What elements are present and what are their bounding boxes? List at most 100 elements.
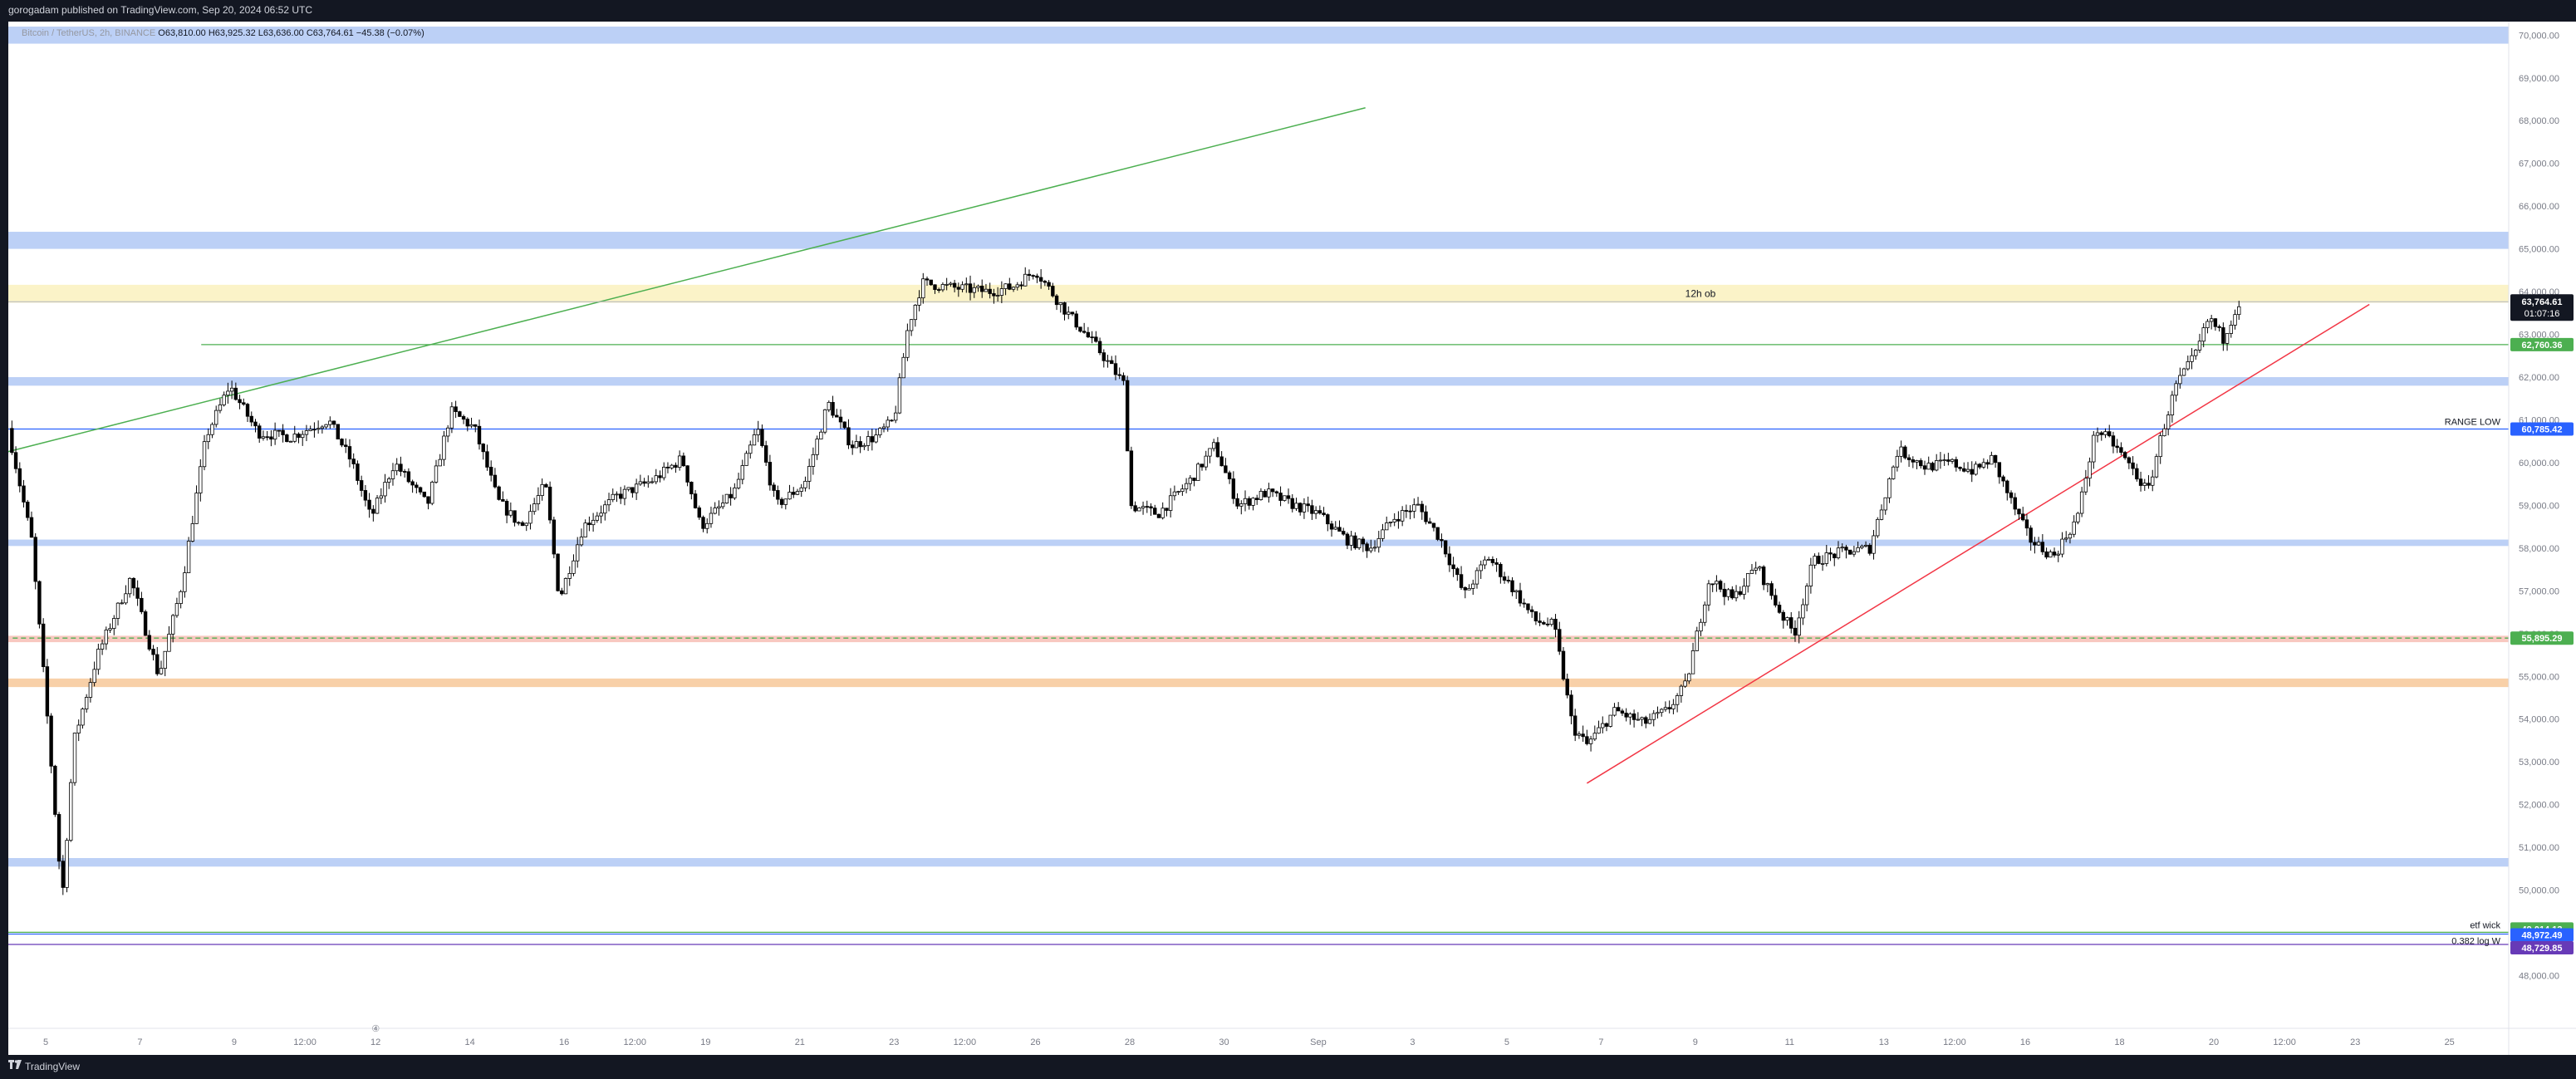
candle-body — [1813, 556, 1817, 566]
time-tick-label: 19 — [700, 1037, 710, 1047]
candle-body — [147, 635, 152, 650]
candle-body — [1172, 491, 1177, 497]
candle-body — [22, 485, 26, 503]
candle-body — [556, 553, 560, 591]
candle-body — [1872, 535, 1876, 554]
candle-body — [1424, 511, 1428, 522]
time-tick-label: 9 — [1693, 1037, 1698, 1047]
candle-body — [371, 508, 375, 514]
time-tick-label: 18 — [2114, 1037, 2124, 1047]
candle-body — [513, 510, 517, 523]
candle-body — [685, 465, 689, 483]
line-text-label: 0.382 log W — [2451, 936, 2500, 946]
candle-body — [1353, 535, 1357, 548]
candle-body — [591, 519, 596, 526]
candle-body — [328, 420, 332, 425]
candle-body — [1974, 463, 1978, 475]
candle-body — [563, 578, 568, 595]
candle-body — [1946, 459, 1950, 462]
candle-body — [445, 427, 450, 437]
candle-body — [1934, 460, 1939, 471]
lines-layer: RANGE LOW etf wick 0.382 log W — [0, 107, 2509, 946]
candle-body — [980, 286, 984, 292]
candle-body — [1224, 465, 1228, 473]
candle-body — [465, 419, 470, 427]
candle-body — [854, 441, 859, 449]
candle-body — [1746, 573, 1750, 587]
time-tick-label: 21 — [795, 1037, 805, 1047]
chart-area[interactable]: 12h ob RANGE LOW etf wick 0.382 log W 48,000… — [0, 22, 2576, 1055]
candle-body — [929, 279, 933, 286]
candle-body — [547, 486, 552, 521]
candle-body — [1180, 488, 1185, 493]
candle-body — [1153, 508, 1157, 515]
candle-body — [1950, 459, 1955, 462]
candle-body — [2056, 553, 2060, 556]
candle-body — [709, 513, 714, 524]
candle-body — [281, 429, 285, 435]
event-marker-icon: ④ — [371, 1024, 380, 1034]
candle-body — [1958, 467, 1962, 469]
chart-svg[interactable]: 12h ob RANGE LOW etf wick 0.382 log W 48,000… — [0, 22, 2576, 1055]
candle-body — [1247, 498, 1251, 506]
candle-body — [1526, 603, 1530, 611]
time-tick-label: 11 — [1785, 1037, 1794, 1047]
time-tick-label: 20 — [2209, 1037, 2219, 1047]
candle-body — [1278, 493, 1283, 501]
candle-body — [1867, 544, 1872, 554]
candle-body — [540, 483, 544, 497]
candle-body — [599, 513, 603, 517]
candle-body — [1903, 446, 1907, 459]
candle-body — [1734, 591, 1739, 599]
candle-body — [135, 587, 140, 599]
candle-body — [606, 499, 611, 506]
candle-body — [1915, 460, 1919, 463]
candle-body — [1970, 468, 1974, 475]
candle-body — [1467, 587, 1471, 591]
price-tick-label: 67,000.00 — [2519, 159, 2559, 169]
candle-body — [1824, 552, 1828, 564]
price-axis-bg — [2509, 22, 2576, 1055]
candle-body — [245, 404, 250, 417]
candle-body — [202, 441, 207, 468]
candle-body — [634, 483, 639, 493]
trendline-green — [0, 107, 1366, 454]
candle-body — [1699, 621, 1703, 632]
candle-body — [835, 414, 839, 418]
candle-body — [705, 522, 709, 529]
candle-body — [242, 402, 246, 405]
candle-body — [415, 484, 419, 488]
candle-body — [1082, 331, 1087, 333]
candle-body — [297, 434, 301, 439]
time-tick-label: 12:00 — [293, 1037, 316, 1047]
candle-body — [544, 483, 548, 488]
candle-body — [1243, 498, 1248, 504]
candle-body — [2009, 492, 2014, 498]
candle-body — [984, 288, 989, 292]
candle-body — [285, 434, 289, 443]
candle-body — [1592, 733, 1597, 740]
trendline-red — [1586, 303, 2370, 784]
candle-body — [81, 709, 85, 726]
candle-body — [1435, 527, 1440, 540]
candle-body — [1263, 491, 1267, 498]
candle-body — [312, 429, 316, 431]
candle-body — [1067, 311, 1071, 315]
candle-body — [1400, 510, 1405, 522]
published-info: gorogadam published on TradingView.com, … — [8, 4, 313, 16]
candle-body — [1023, 273, 1028, 287]
candle-body — [866, 436, 871, 446]
candle-body — [768, 462, 773, 486]
candle-body — [799, 487, 803, 492]
candle-body — [878, 428, 882, 436]
candle-body — [1573, 715, 1577, 736]
candle-body — [2060, 538, 2064, 555]
candle-body — [151, 649, 155, 655]
candle-body — [1769, 583, 1774, 596]
candle-body — [528, 511, 532, 524]
candle-body — [1192, 478, 1196, 481]
candle-body — [1840, 547, 1844, 549]
candle-body — [1200, 463, 1205, 468]
candle-body — [917, 297, 921, 306]
candle-body — [1008, 283, 1012, 290]
